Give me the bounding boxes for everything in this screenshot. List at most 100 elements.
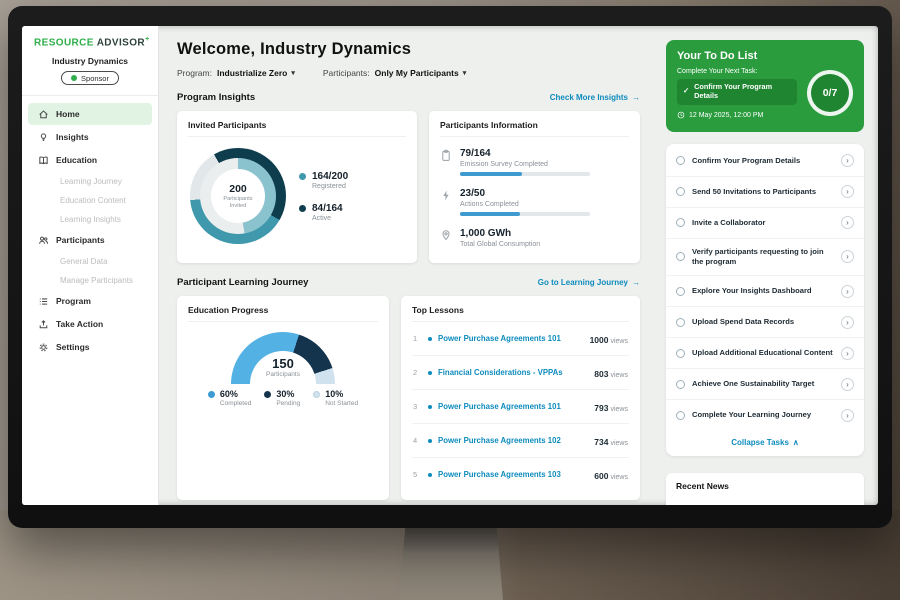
sidebar-item-take-action[interactable]: Take Action [28,313,152,335]
check-icon: ✓ [683,86,690,96]
actions-progressbar [460,212,590,216]
lesson-bullet-icon [428,472,432,477]
task-row[interactable]: Achieve One Sustainability Target › [666,369,864,401]
task-label: Send 50 Invitations to Participants [692,186,817,196]
info-rows: 79/164 Emission Survey Completed 23/50 A… [440,137,629,248]
sidebar-item-program[interactable]: Program [28,290,152,312]
list-icon [38,296,49,307]
lesson-bullet-icon [428,404,432,409]
chevron-right-icon[interactable]: › [841,185,854,198]
chevron-right-icon[interactable]: › [841,346,854,360]
chevron-right-icon[interactable]: › [841,284,854,298]
right-panel: Your To Do List Complete Your Next Task:… [656,26,878,505]
collapse-tasks-link[interactable]: Collapse Tasks ∧ [666,430,864,456]
gear-icon [38,342,49,353]
learning-cards-row: Education Progress 150 Participants 60% … [177,296,640,500]
program-dropdown[interactable]: Industrialize Zero ▾ [217,68,295,78]
task-checkbox[interactable] [676,348,685,358]
legend-value: 84/164 [312,202,343,214]
lesson-rank: 4 [413,436,418,445]
task-checkbox[interactable] [676,317,685,327]
sidebar-item-manage-participants[interactable]: Manage Participants [28,271,152,289]
link-label: Go to Learning Journey [537,278,628,287]
participants-filter-label: Participants: [322,68,370,78]
task-checkbox[interactable] [676,252,685,262]
donut-center-label: Participants Invited [223,195,253,209]
book-icon [38,155,49,166]
task-checkbox[interactable] [676,156,685,165]
task-row[interactable]: Verify participants requesting to join t… [666,239,864,277]
legend-dot-completed [207,391,215,398]
task-row[interactable]: Upload Additional Educational Content › [666,338,864,370]
insights-cards-row: Invited Participants 200 Participants In… [177,111,640,263]
task-checkbox[interactable] [676,379,685,389]
todo-body: Complete Your Next Task: ✓ Confirm Your … [677,68,853,121]
sidebar-item-settings[interactable]: Settings [28,336,152,358]
lesson-link[interactable]: Power Purchase Agreements 103 [438,470,561,479]
legend-dot-not-started [313,391,321,398]
org-block: Industry Dynamics Sponsor [22,54,158,97]
bolt-icon [440,189,452,202]
lesson-link[interactable]: Power Purchase Agreements 102 [438,436,561,445]
legend-item: 60% Completed [207,389,251,407]
arrow-right-icon: → [632,93,640,102]
info-row-consumption: 1,000 GWh Total Global Consumption [440,228,629,248]
sponsor-badge[interactable]: Sponsor [61,71,119,86]
participants-information-card: Participants Information 79/164 Emission… [429,111,640,263]
lesson-link[interactable]: Financial Considerations - VPPAs [438,368,563,377]
task-row[interactable]: Complete Your Learning Journey › [666,400,864,430]
legend-label: Pending [276,400,301,407]
sidebar-item-label: Home [56,109,80,120]
task-row[interactable]: Send 50 Invitations to Participants › [666,177,864,208]
sidebar-item-general-data[interactable]: General Data [28,252,152,270]
lesson-link[interactable]: Power Purchase Agreements 101 [438,402,561,411]
task-row[interactable]: Confirm Your Program Details › [666,146,864,177]
chevron-right-icon[interactable]: › [841,250,854,264]
task-row[interactable]: Upload Spend Data Records › [666,307,864,339]
info-label: Actions Completed [460,200,519,208]
lesson-views: 803 [594,368,609,379]
invited-donut-chart: 200 Participants Invited [190,148,286,244]
program-filter-label: Program: [177,68,212,78]
chevron-down-icon: ▾ [462,70,467,77]
todo-summary-card: Your To Do List Complete Your Next Task:… [666,40,864,132]
lesson-rank: 2 [413,368,418,377]
task-label: Upload Spend Data Records [692,317,795,327]
chevron-right-icon[interactable]: › [841,377,854,391]
chevron-right-icon[interactable]: › [841,315,854,329]
next-task-label: Confirm Your Program Details [694,82,773,100]
task-row[interactable]: Invite a Collaborator › [666,208,864,239]
arrow-right-icon: → [632,278,640,287]
chevron-right-icon[interactable]: › [841,216,854,229]
task-row[interactable]: Explore Your Insights Dashboard › [666,276,864,308]
sidebar-item-participants[interactable]: Participants [28,229,152,251]
go-to-learning-journey-link[interactable]: Go to Learning Journey → [538,278,640,287]
task-checkbox[interactable] [676,218,685,227]
chevron-right-icon[interactable]: › [841,154,854,167]
sidebar-item-home[interactable]: Home [28,103,152,126]
gauge-legend: 60% Completed 30% Pending [207,389,358,407]
participants-dropdown[interactable]: Only My Participants ▾ [375,68,467,78]
section-title: Program Insights [177,92,256,103]
views-suffix: views [610,405,628,413]
todo-subtitle: Complete Your Next Task: [677,68,758,75]
legend-value: 60% [219,389,238,399]
sidebar-item-learning-insights[interactable]: Learning Insights [28,210,152,228]
next-task-pill[interactable]: ✓ Confirm Your Program Details [677,79,797,105]
filter-bar: Program: Industrialize Zero ▾ Participan… [177,68,640,78]
sidebar-item-insights[interactable]: Insights [28,126,152,148]
chevron-right-icon[interactable]: › [841,408,854,422]
card-title: Invited Participants [188,120,406,137]
task-checkbox[interactable] [676,410,685,420]
legend-dot-active [299,204,306,212]
lesson-link[interactable]: Power Purchase Agreements 101 [438,334,561,343]
screen: RESOURCE ADVISOR+ Industry Dynamics Spon… [22,26,878,505]
sidebar-item-learning-journey[interactable]: Learning Journey [28,172,152,190]
donut-center-value: 200 [229,182,247,195]
task-checkbox[interactable] [676,286,685,296]
sidebar-item-education[interactable]: Education [28,149,152,171]
check-more-insights-link[interactable]: Check More Insights → [550,93,640,102]
task-checkbox[interactable] [676,187,685,196]
sidebar-item-education-content[interactable]: Education Content [28,191,152,209]
sidebar-item-label: Learning Insights [60,214,121,224]
